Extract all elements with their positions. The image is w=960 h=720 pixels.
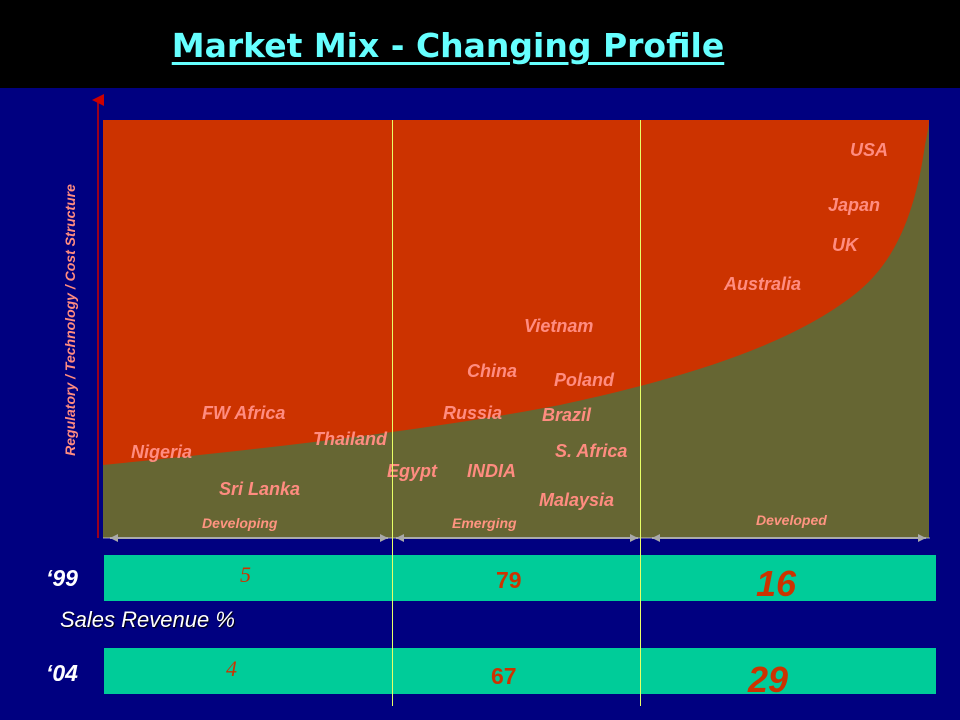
country-label: Brazil [542,405,592,425]
y-axis-label: Regulatory / Technology / Cost Structure [62,184,78,456]
year-label-04: ‘04 [46,660,78,686]
upper-region [103,120,929,465]
divider-emerging-developed [640,120,641,706]
country-label: Egypt [387,461,438,481]
country-label: Japan [828,195,881,215]
year-label-99: ‘99 [46,565,78,591]
country-label: Malaysia [539,490,615,510]
revenue-value-04-developing: 4 [226,656,237,681]
divider-developing-emerging [392,120,393,706]
revenue-value-99-developed: 16 [756,563,797,604]
zone-label-emerging: Emerging [452,515,517,531]
country-label: Poland [554,370,615,390]
zone-label-developing: Developing [202,515,278,531]
country-label: S. Africa [555,441,628,461]
country-label: FW Africa [202,403,286,423]
sales-revenue-label: Sales Revenue % [60,607,235,632]
country-label: Thailand [313,429,388,449]
zone-arrow-developing [110,534,388,542]
country-label: Vietnam [524,316,594,336]
page-title: Market Mix - Changing Profile [171,26,725,65]
title-bar [0,0,960,88]
country-label: Russia [443,403,503,423]
revenue-value-04-developed: 29 [748,659,789,700]
revenue-value-99-developing: 5 [240,562,251,587]
country-label: UK [832,235,858,255]
country-label: China [467,361,518,381]
zone-label-developed: Developed [756,512,827,528]
zone-arrow-emerging [396,534,638,542]
country-label: INDIA [467,461,516,481]
country-label: Australia [724,274,802,294]
revenue-bar-99 [104,555,936,601]
country-label: USA [850,140,889,160]
revenue-value-99-emerging: 79 [496,567,522,593]
country-label: Nigeria [131,442,193,462]
zone-arrow-developed [652,534,926,542]
revenue-value-04-emerging: 67 [491,663,517,689]
country-label: Sri Lanka [219,479,301,499]
revenue-bar-04 [104,648,936,694]
